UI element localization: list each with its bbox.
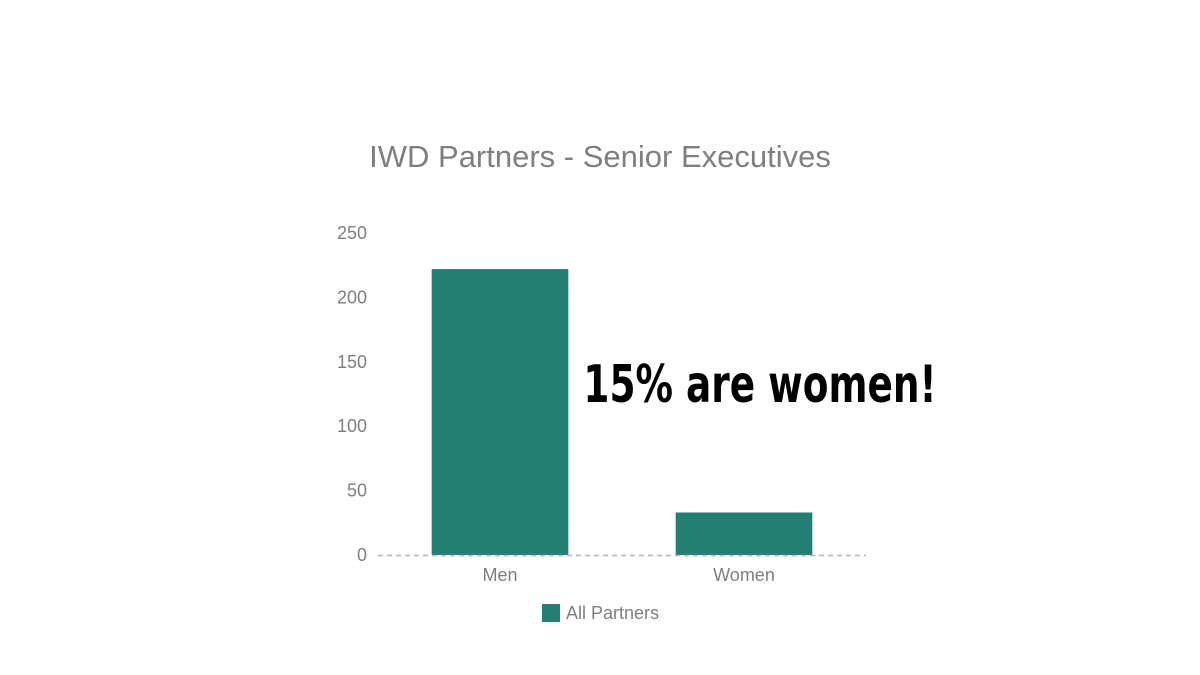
annotation-callout: 15% are women! [583, 354, 936, 415]
legend: All Partners [542, 603, 659, 623]
bar-women [675, 512, 813, 555]
legend-swatch [542, 604, 560, 622]
y-tick-label: 150 [337, 352, 367, 372]
legend-label: All Partners [566, 603, 659, 623]
x-axis: Men Women [482, 565, 774, 585]
x-tick-label: Women [713, 565, 775, 585]
bar-men [431, 269, 569, 555]
y-axis: 0 50 100 150 200 250 [337, 223, 367, 565]
x-tick-label: Men [482, 565, 517, 585]
chart-title: IWD Partners - Senior Executives [369, 139, 831, 174]
bars-group [431, 269, 813, 555]
y-tick-label: 100 [337, 416, 367, 436]
y-tick-label: 250 [337, 223, 367, 243]
y-tick-label: 200 [337, 287, 367, 307]
y-tick-label: 0 [357, 545, 367, 565]
y-tick-label: 50 [347, 481, 367, 501]
